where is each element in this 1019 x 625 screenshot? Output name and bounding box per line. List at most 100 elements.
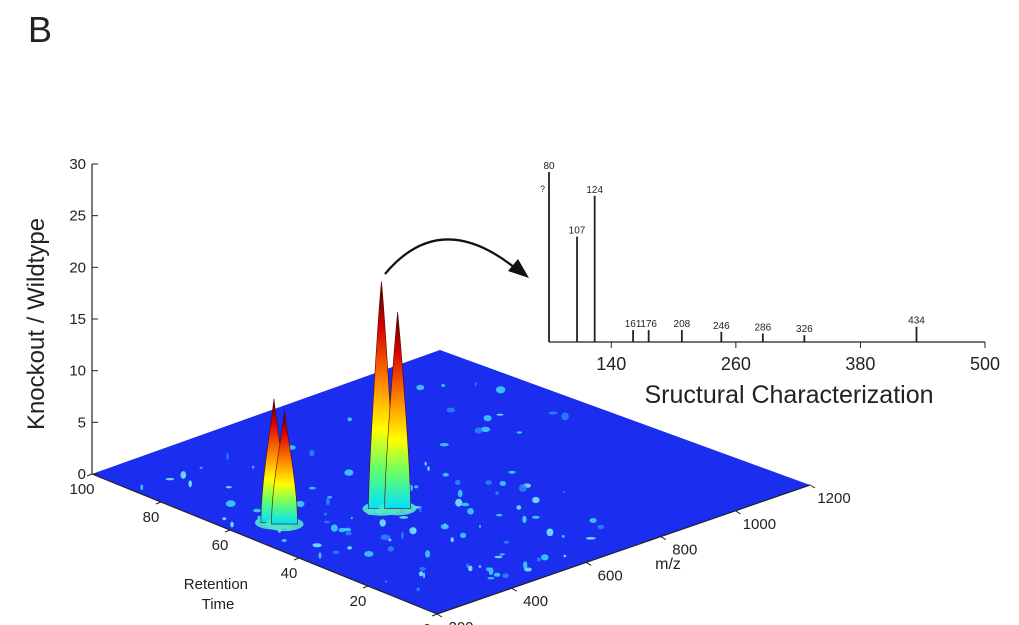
retention-tick-label: 80 (143, 509, 160, 526)
surface-floor (92, 350, 810, 614)
floor-spot (344, 469, 354, 476)
floor-spot (441, 384, 446, 387)
floor-spot (401, 531, 404, 540)
floor-spot (324, 520, 330, 524)
retention-tick-mark (293, 557, 300, 561)
floor-spot (419, 505, 422, 513)
retention-tick-mark (155, 501, 162, 505)
floor-spot (494, 555, 503, 559)
mz-tick-label: 600 (598, 567, 623, 584)
floor-spot (318, 552, 322, 559)
floor-spot (474, 382, 477, 387)
floor-spot (495, 386, 506, 394)
z-ticks: 0 5 10 15 20 25 30 (69, 156, 98, 483)
floor-spot (589, 518, 597, 523)
mz-tick-label: 200 (448, 619, 473, 625)
floor-spot (296, 500, 305, 508)
arrowhead-icon (508, 259, 529, 278)
spectrum-tick-label: 380 (845, 354, 875, 374)
mz-ticks: 200 400 600 800 1000 1200 (436, 484, 851, 625)
floor-spot (496, 513, 503, 517)
retention-tick-mark (224, 529, 231, 533)
mz-tick-label: 1000 (743, 516, 776, 533)
floor-spot (541, 554, 549, 561)
floor-spot (424, 461, 427, 466)
floor-spot (480, 426, 491, 432)
floor-spot (323, 512, 328, 516)
floor-spot (442, 472, 449, 477)
peak (384, 311, 411, 509)
floor-spot (444, 523, 447, 529)
floor-spot (460, 532, 467, 539)
mz-tick-mark (436, 613, 443, 618)
floor-spot (379, 519, 386, 527)
floor-spot (488, 567, 494, 575)
floor-spot (546, 528, 554, 537)
floor-spot (563, 554, 567, 558)
floor-spot (518, 484, 527, 492)
retention-tick-mark (86, 473, 93, 477)
floor-spot (188, 480, 192, 488)
arrow (384, 238, 529, 278)
floor-spot (467, 508, 474, 515)
mz-tick-mark (660, 536, 667, 541)
retention-axis-line (91, 473, 438, 615)
floor-spot (561, 535, 565, 538)
floor-spot (455, 498, 463, 507)
peaks-group (254, 281, 417, 532)
retention-tick-label: 60 (212, 537, 229, 554)
floor-spot (499, 481, 506, 486)
floor-spot (388, 538, 392, 542)
floor-spot (516, 505, 522, 510)
floor-spot (425, 550, 431, 558)
z-tick-label: 20 (69, 259, 86, 276)
retention-tick-label: 20 (350, 593, 367, 610)
floor-spot (165, 477, 175, 481)
floor-spot (327, 496, 333, 499)
spectrum-y-tick: ? (540, 184, 545, 194)
panel-label: B (28, 9, 52, 50)
floor-spot (536, 557, 542, 562)
spectrum-peak-label: 161 (625, 319, 642, 330)
z-tick-label: 5 (78, 414, 86, 431)
floor-spot (416, 384, 425, 391)
retention-tick-label: 40 (281, 565, 298, 582)
floor-spot (597, 524, 605, 530)
z-tick-label: 30 (69, 156, 86, 173)
floor-spot (364, 551, 374, 557)
mz-tick-label: 1200 (817, 490, 850, 507)
surface-chart: 0 5 10 15 20 25 30 Knockout / Wildtype 100 80 60… (23, 156, 851, 625)
retention-tick-label: 0 (423, 621, 431, 625)
floor-spot (423, 572, 425, 579)
mz-axis-label: m/z (655, 556, 681, 573)
floor-spot (180, 471, 187, 479)
spectrum-tick-label: 260 (721, 354, 751, 374)
floor-spot (502, 573, 510, 578)
floor-spot (461, 502, 470, 507)
floor-spot (384, 580, 388, 583)
peak (271, 410, 298, 525)
spectrum-peak-label: 208 (674, 319, 691, 330)
floor-spot (479, 524, 481, 529)
retention-tick-mark (362, 585, 369, 589)
floor-spot (496, 413, 504, 416)
spectrum-peak-label: 286 (755, 323, 772, 334)
spectrum-tick-label: 140 (596, 354, 626, 374)
retention-tick-mark (431, 613, 438, 617)
spectrum-tick-label: 500 (970, 354, 1000, 374)
mz-tick-mark (511, 587, 517, 592)
floor-spot (199, 466, 203, 469)
floor-spot (508, 470, 516, 474)
floor-spot (561, 412, 569, 421)
floor-spot (225, 500, 236, 507)
mz-tick-mark (809, 484, 816, 489)
floor-spot (347, 546, 352, 550)
floor-spot (563, 491, 566, 494)
floor-spot (281, 538, 287, 543)
floor-spot (483, 415, 492, 422)
floor-spot (548, 411, 558, 415)
floor-spot (226, 453, 229, 460)
floor-spot (474, 427, 483, 434)
